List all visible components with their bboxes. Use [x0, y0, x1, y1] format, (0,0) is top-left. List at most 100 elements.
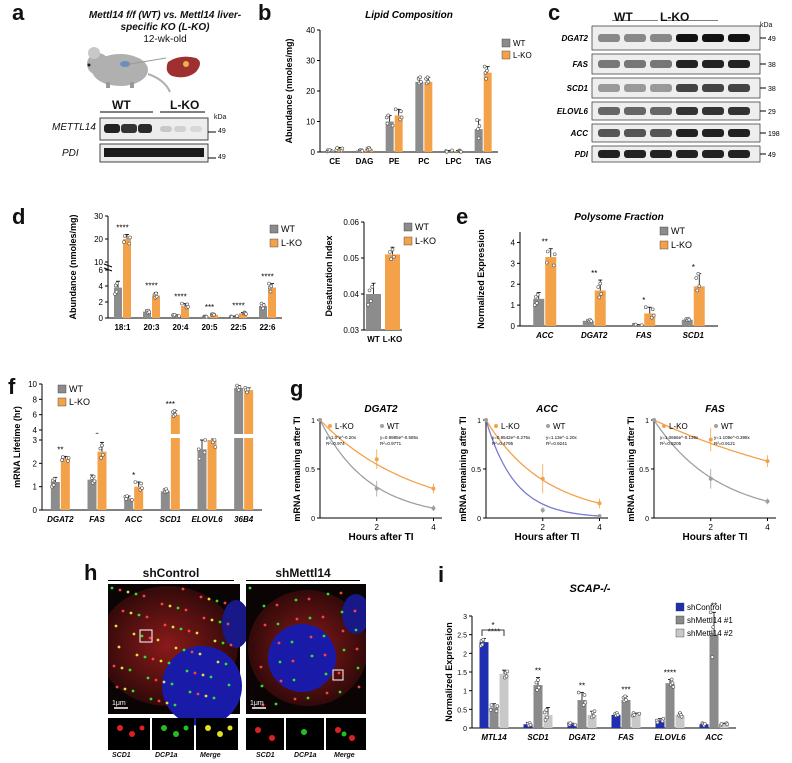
significance-label: *	[642, 296, 645, 305]
data-point	[708, 610, 713, 615]
blot-row-label: PDI	[575, 150, 589, 159]
y-tick-label: 4	[33, 426, 38, 435]
panel-a-group-wt: WT	[112, 98, 131, 112]
data-point	[367, 288, 372, 293]
bar	[259, 306, 267, 318]
blot-band	[702, 107, 724, 115]
legend-label: shMettl14 #2	[687, 629, 733, 638]
puncta	[290, 640, 294, 644]
bar	[594, 290, 606, 326]
chart-title: ACC	[535, 404, 558, 415]
panel-c-letter: c	[548, 0, 561, 25]
bar	[143, 311, 151, 318]
panel-a-letter: a	[12, 0, 25, 25]
data-point	[327, 148, 332, 152]
significance-label: ****	[261, 273, 273, 282]
data-point	[202, 450, 207, 455]
legend-swatch	[659, 240, 669, 250]
bar	[543, 714, 553, 728]
puncta	[117, 645, 121, 649]
data-point	[392, 254, 396, 259]
puncta	[135, 653, 139, 657]
data-point	[139, 481, 143, 486]
x-axis-title: Hours after TI	[514, 532, 579, 543]
legend-swatch	[403, 236, 413, 246]
legend-label: L-KO	[335, 422, 354, 431]
bar	[172, 315, 180, 318]
panel-e-letter: e	[456, 204, 469, 229]
puncta	[121, 609, 125, 613]
blot-band	[598, 84, 620, 92]
bar	[152, 295, 160, 318]
puncta	[202, 616, 206, 620]
significance-label: ***	[166, 400, 175, 409]
panel-h-inset-label-2: DCP1a	[155, 752, 178, 759]
x-tick-label: 22:5	[230, 323, 247, 332]
bar	[631, 714, 641, 728]
puncta	[173, 703, 177, 707]
data-point	[695, 288, 700, 293]
data-point	[92, 479, 97, 484]
blot-row-label: ELOVL6	[557, 107, 589, 116]
series-line-wt	[485, 419, 600, 517]
bar	[394, 115, 403, 152]
puncta	[134, 592, 138, 596]
legend-label: WT	[553, 422, 566, 431]
y-tick-label: 4	[511, 238, 516, 247]
legend-label: shMettl14 #1	[687, 616, 733, 625]
panel-f-letter: f	[8, 374, 16, 399]
bar	[665, 683, 675, 728]
data-point	[504, 674, 509, 679]
bar	[424, 81, 433, 152]
y-tick-label: 1	[477, 418, 481, 425]
bar	[114, 287, 122, 318]
puncta	[279, 679, 283, 683]
x-axis-title: Hours after TI	[682, 532, 747, 543]
x-tick-label: MTL14	[481, 733, 507, 742]
data-point	[649, 315, 654, 320]
puncta	[201, 673, 205, 677]
data-point	[366, 303, 370, 307]
fit-r2: R²=0.9771	[380, 441, 402, 446]
bar	[582, 320, 594, 326]
puncta	[156, 638, 160, 642]
puncta	[210, 618, 214, 622]
puncta	[176, 606, 180, 610]
legend-label: L-KO	[281, 238, 302, 248]
data-point	[197, 456, 202, 461]
panel-a-row-mettl14: METTL14	[52, 122, 96, 133]
puncta	[293, 697, 297, 701]
legend-label: L-KO	[671, 240, 692, 250]
y-tick-label: 2	[33, 459, 38, 468]
bar	[170, 414, 180, 510]
liver-icon	[166, 56, 200, 78]
data-point	[598, 281, 603, 286]
panel-c-kda-label: kDa	[760, 22, 773, 29]
significance-label: **	[542, 238, 548, 247]
x-tick-label: SCD1	[527, 733, 549, 742]
puncta	[207, 597, 211, 601]
blot-band	[624, 34, 646, 42]
fit-r2: R²=0.4795	[492, 441, 514, 446]
blot-band	[650, 84, 672, 92]
data-point	[643, 305, 648, 309]
puncta	[325, 691, 329, 695]
panel-h-scale-right: 1μm	[250, 700, 264, 707]
blot-row-label: SCD1	[567, 84, 589, 93]
data-point	[488, 708, 493, 712]
blot-band	[728, 129, 750, 137]
blot-row-label: DGAT2	[561, 34, 588, 43]
puncta	[129, 611, 133, 615]
data-point	[128, 235, 132, 240]
bracket-label: *	[491, 621, 494, 630]
blot-band	[650, 150, 672, 158]
fit-equation: y=1.0°e^-0.20x	[326, 435, 357, 440]
data-point	[697, 284, 702, 289]
y-axis-title: Normalized Expression	[444, 622, 454, 722]
y-tick-label: 20	[306, 87, 315, 96]
chart-title: FAS	[705, 404, 725, 415]
x-tick-label: 22:6	[259, 323, 276, 332]
data-point	[369, 299, 373, 303]
kda-value: 38	[768, 62, 776, 69]
